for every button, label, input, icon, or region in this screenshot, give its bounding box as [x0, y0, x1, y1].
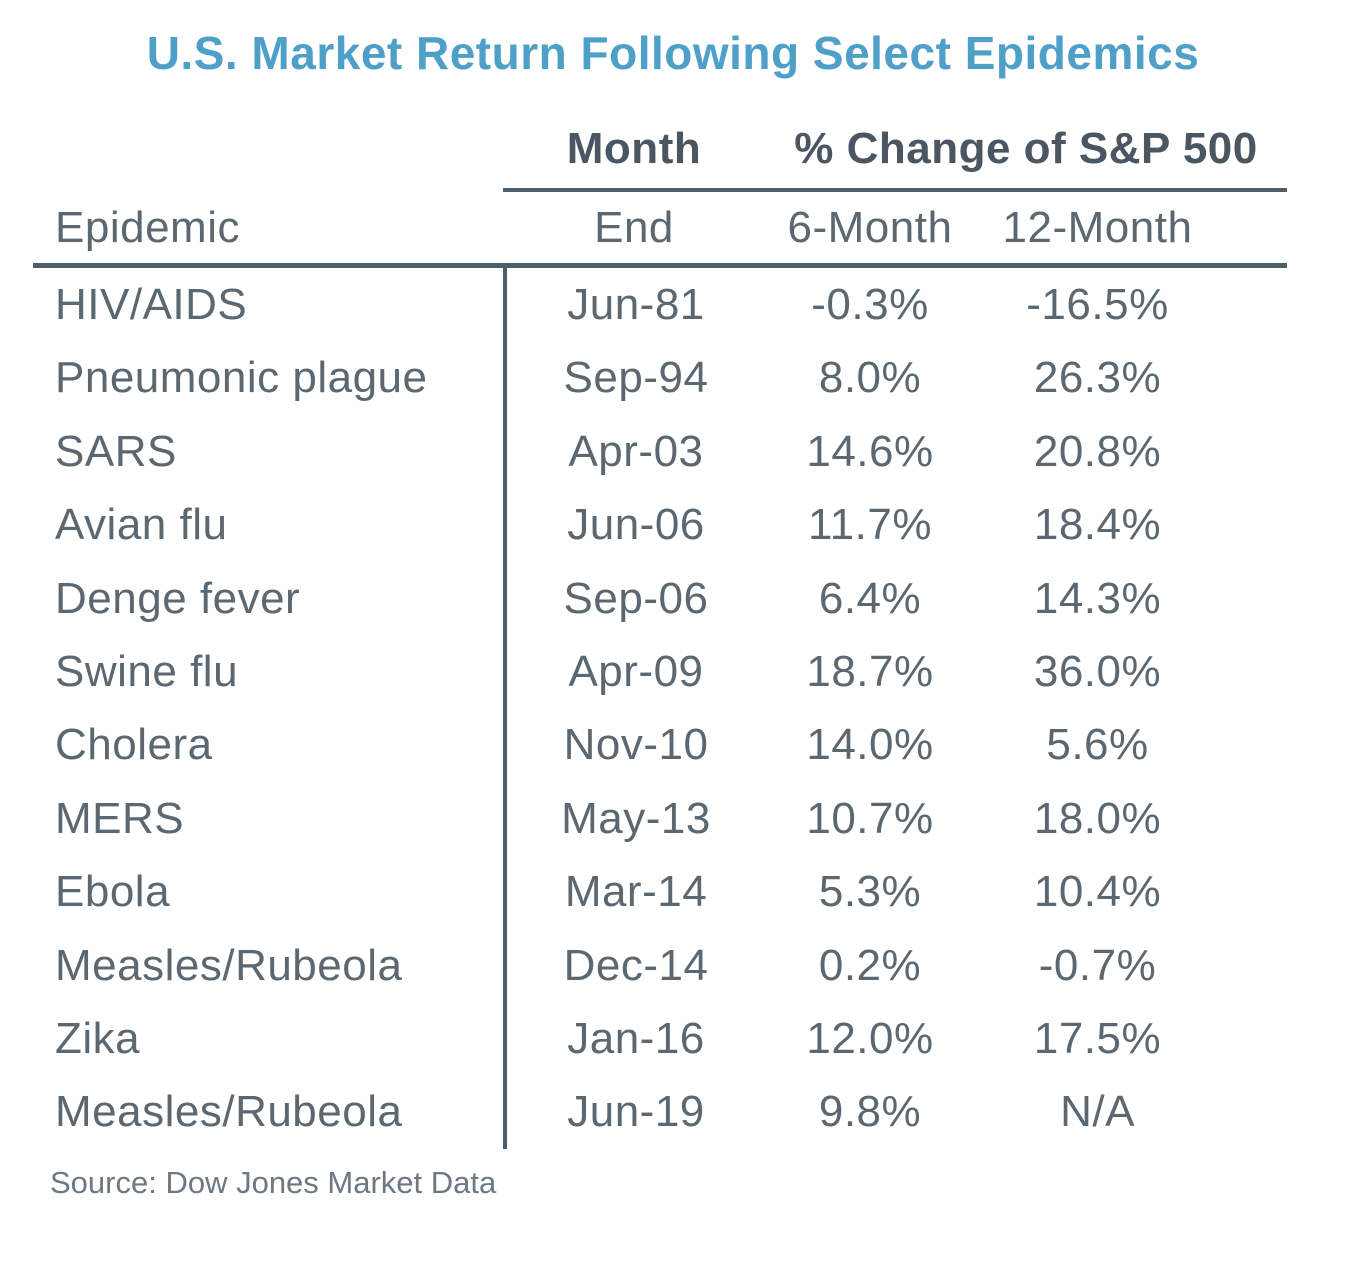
six-month-change-cell: 14.0% — [806, 720, 934, 770]
six-month-change-cell: 6.4% — [818, 573, 922, 623]
row-spacer — [1220, 929, 1287, 1002]
month-end-cell: Sep-94 — [503, 341, 765, 415]
twelve-month-change-cell: 18.4% — [1033, 500, 1162, 550]
six-month-change-cell: 8.0% — [818, 353, 922, 403]
month-end-cell: Jun-19 — [503, 1075, 765, 1149]
epidemic-name-cell: Denge fever — [55, 573, 301, 623]
table-row: Measles/Rubeola Jun-19 9.8% N/A — [33, 1075, 1287, 1149]
epidemic-name-cell: Swine flu — [55, 646, 239, 696]
row-spacer — [1220, 1075, 1287, 1148]
six-month-change-cell: 5.3% — [818, 867, 922, 917]
column-header-epidemic: Epidemic — [55, 203, 240, 252]
epidemic-name-cell: Measles/Rubeola — [55, 1087, 403, 1137]
month-end-cell: Sep-06 — [503, 561, 765, 635]
six-month-change-cell: 18.7% — [806, 646, 934, 696]
month-end-cell: Nov-10 — [503, 708, 765, 782]
table-row: SARS Apr-03 14.6% 20.8% — [33, 414, 1287, 489]
table-body: HIV/AIDS Jun-81 -0.3% -16.5% Pneumonic p… — [33, 268, 1287, 1149]
row-spacer — [1220, 341, 1287, 414]
table-row: MERS May-13 10.7% 18.0% — [33, 781, 1287, 856]
month-end-cell: Jun-81 — [503, 268, 765, 342]
column-header-12-month: 12-Month — [1002, 203, 1193, 252]
table-group-header-row: Month % Change of S&P 500 — [33, 80, 1287, 192]
epidemics-table-figure: U.S. Market Return Following Select Epid… — [0, 26, 1346, 1266]
month-end-cell: Jan-16 — [503, 1001, 765, 1076]
month-end-cell: May-13 — [503, 781, 765, 856]
twelve-month-change-cell: 17.5% — [1033, 1013, 1162, 1063]
row-spacer — [1220, 855, 1287, 928]
twelve-month-change-cell: 10.4% — [1033, 867, 1162, 917]
six-month-change-cell: 11.7% — [808, 500, 932, 550]
twelve-month-change-cell: 5.6% — [1046, 720, 1149, 770]
six-month-change-cell: 10.7% — [806, 793, 934, 843]
column-header-6-month: 6-Month — [787, 203, 953, 252]
epidemic-name-cell: MERS — [55, 793, 185, 843]
month-end-cell: Dec-14 — [503, 928, 765, 1002]
row-spacer — [1220, 635, 1287, 708]
epidemic-name-cell: HIV/AIDS — [55, 280, 248, 329]
row-spacer — [1220, 782, 1287, 855]
month-end-cell: Jun-06 — [503, 488, 765, 562]
epidemic-name-cell: Measles/Rubeola — [55, 940, 403, 990]
table-row: Avian flu Jun-06 11.7% 18.4% — [33, 488, 1287, 562]
table-row: Cholera Nov-10 14.0% 5.6% — [33, 708, 1287, 782]
twelve-month-change-cell: -16.5% — [1026, 280, 1169, 329]
table-row: Measles/Rubeola Dec-14 0.2% -0.7% — [33, 928, 1287, 1002]
twelve-month-change-cell: -0.7% — [1038, 940, 1157, 990]
table-row: Zika Jan-16 12.0% 17.5% — [33, 1001, 1287, 1076]
epidemic-name-cell: Zika — [55, 1013, 141, 1063]
twelve-month-change-cell: 18.0% — [1033, 793, 1162, 843]
epidemic-name-cell: Pneumonic plague — [55, 353, 428, 403]
six-month-change-cell: -0.3% — [811, 280, 929, 329]
month-end-cell: Apr-03 — [503, 414, 765, 489]
row-spacer — [1220, 415, 1287, 488]
row-spacer — [1220, 1002, 1287, 1075]
table-row: Denge fever Sep-06 6.4% 14.3% — [33, 561, 1287, 635]
twelve-month-change-cell: N/A — [1060, 1087, 1135, 1137]
group-header-month: Month — [503, 124, 765, 192]
epidemic-name-cell: Avian flu — [55, 500, 228, 550]
column-header-month-end: End — [594, 203, 674, 252]
six-month-change-cell: 9.8% — [818, 1087, 922, 1137]
table-row: Pneumonic plague Sep-94 8.0% 26.3% — [33, 341, 1287, 415]
row-spacer — [1220, 268, 1287, 341]
month-end-cell: Apr-09 — [503, 634, 765, 709]
month-end-cell: Mar-14 — [503, 855, 765, 929]
six-month-change-cell: 12.0% — [806, 1013, 934, 1063]
twelve-month-change-cell: 14.3% — [1033, 573, 1162, 623]
epidemic-name-cell: Cholera — [55, 720, 213, 770]
table-row: HIV/AIDS Jun-81 -0.3% -16.5% — [33, 268, 1287, 342]
epidemic-name-cell: Ebola — [55, 867, 171, 917]
group-header-spacer — [33, 178, 503, 192]
twelve-month-change-cell: 36.0% — [1033, 646, 1162, 696]
six-month-change-cell: 14.6% — [806, 426, 934, 476]
market-return-table: Month % Change of S&P 500 Epidemic End 6… — [33, 80, 1287, 1149]
twelve-month-change-cell: 20.8% — [1033, 426, 1162, 476]
epidemic-name-cell: SARS — [55, 426, 177, 476]
row-spacer — [1220, 488, 1287, 561]
table-column-header-row: Epidemic End 6-Month 12-Month — [33, 192, 1287, 268]
six-month-change-cell: 0.2% — [818, 940, 922, 990]
source-note: Source: Dow Jones Market Data — [50, 1164, 497, 1200]
table-row: Ebola Mar-14 5.3% 10.4% — [33, 855, 1287, 929]
row-spacer — [1220, 708, 1287, 781]
page-title: U.S. Market Return Following Select Epid… — [146, 27, 1200, 79]
group-header-sp500-change: % Change of S&P 500 — [765, 124, 1287, 192]
twelve-month-change-cell: 26.3% — [1033, 353, 1162, 403]
row-spacer — [1220, 562, 1287, 635]
table-row: Swine flu Apr-09 18.7% 36.0% — [33, 634, 1287, 709]
